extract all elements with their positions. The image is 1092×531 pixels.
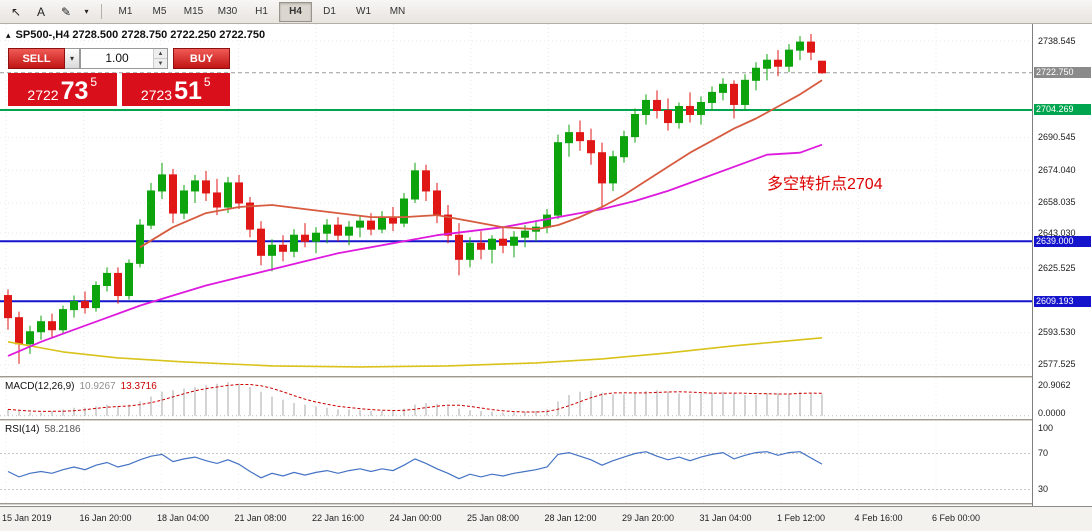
price-axis-label: 2658.035 [1038,197,1076,208]
rsi-label: RSI(14) 58.2186 [5,424,81,435]
current-price-label: 2722.750 [1034,67,1091,79]
time-axis-label: 1 Feb 12:00 [777,513,826,523]
buy-price-big: 2723 [140,87,173,103]
sell-price-big: 2722 [27,87,59,103]
symbol-ohlc-header: ▴ SP500-,H4 2728.500 2728.750 2722.250 2… [6,29,265,41]
timeframe-button-h1[interactable]: H1 [255,6,268,17]
price-axis[interactable]: 2738.545 2722.750 2704.269 2690.545 2674.040… [1032,24,1092,506]
buy-button[interactable]: BUY [173,48,230,69]
macd-signal-line [7,384,823,413]
panel-separator-rsi[interactable] [0,419,1092,422]
shapes-dropdown-icon[interactable]: ▾ [84,7,89,16]
rsi-name: RSI(14) [5,424,40,435]
time-axis-label: 21 Jan 08:00 [234,513,287,523]
toolbar-divider [101,4,102,19]
macd-histogram [7,382,823,416]
rsi-axis-label: 100 [1038,423,1054,433]
time-axis-label: 18 Jan 04:00 [157,513,210,523]
time-axis-label: 24 Jan 00:00 [389,513,442,523]
macd-main-value: 10.9267 [79,381,116,392]
buy-price-point: 5 [203,75,211,89]
price-axis-label: 2690.545 [1038,132,1076,143]
macd-signal-value: 13.3716 [120,381,157,392]
chart-region: 多空转折点2704 ▴ SP500-,H4 2728.500 2728.750 … [0,24,1092,531]
candlestick-series [4,34,826,364]
price-axis-label: 2643.030 [1038,227,1076,238]
rsi-grid [5,422,937,503]
macd-label: MACD(12,26,9) 10.9267 13.3716 [5,381,157,392]
price-axis-label: 2577.525 [1038,359,1076,370]
macd-axis-label: 0.0000 [1038,408,1066,418]
timeframe-button-m15[interactable]: M15 [183,6,204,17]
time-axis-label: 28 Jan 12:00 [544,513,597,523]
panel-separator-macd[interactable] [0,376,1092,379]
level-price-label: 2704.269 [1034,104,1091,116]
volume-stepper: ▲ ▼ [153,49,167,68]
volume-down-icon[interactable]: ▼ [154,59,167,68]
timeframe-button-h4-active[interactable]: H4 [279,1,312,22]
timeframe-button-m30[interactable]: M30 [217,6,238,17]
ohlc-text: SP500-,H4 2728.500 2728.750 2722.250 272… [15,29,266,41]
panel-separator-bottom[interactable] [0,503,1092,506]
sell-price-display[interactable]: 2722 73 5 [8,73,117,106]
chart-text-annotation: 多空转折点2704 [767,175,883,193]
text-tool-icon[interactable]: A [36,4,45,19]
buy-price-display[interactable]: 2723 51 5 [121,73,230,106]
time-axis-label: 4 Feb 16:00 [854,513,903,523]
timeframe-button-mn[interactable]: MN [389,6,406,17]
volume-box: 1.00 ▲ ▼ [80,48,168,69]
price-axis-label: 2593.530 [1038,327,1076,338]
rsi-level-lines [0,453,1032,490]
level-price-label: 2609.193 [1034,295,1091,307]
one-click-trading-panel: SELL ▾ 1.00 ▲ ▼ BUY 2722 73 5 2723 51 5 [8,48,230,106]
macd-name: MACD(12,26,9) [5,381,75,392]
cursor-tool-icon[interactable]: ↖ [10,4,22,19]
draw-tool-icon[interactable]: ✎ [60,4,72,19]
timeframe-button-d1[interactable]: D1 [323,6,336,17]
price-axis-label: 2674.040 [1038,165,1076,176]
volume-dropdown-icon[interactable]: ▾ [65,48,80,69]
time-axis-label: 22 Jan 16:00 [312,513,365,523]
rsi-axis-label: 30 [1038,484,1049,494]
buy-price-pips: 51 [174,77,202,105]
chart-grid [0,24,1032,376]
timeframe-button-m1[interactable]: M1 [118,6,133,17]
time-axis-label: 6 Feb 00:00 [932,513,981,523]
sell-button[interactable]: SELL [8,48,65,69]
time-axis-label: 29 Jan 20:00 [622,513,675,523]
sell-price-pips: 73 [60,77,89,105]
one-click-collapse-icon[interactable]: ▴ [6,29,11,40]
price-axis-label: 2625.525 [1038,262,1076,273]
rsi-line [7,451,823,480]
price-axis-label: 2738.545 [1038,35,1076,46]
macd-axis-label: 20.9062 [1038,380,1071,390]
timeframe-button-m5[interactable]: M5 [152,6,167,17]
macd-panel[interactable] [0,379,1032,419]
level-price-label: 2639.000 [1034,235,1091,247]
svg-text:多空转折点2704: 多空转折点2704 [767,175,883,193]
sell-price-point: 5 [90,75,98,89]
rsi-panel[interactable] [0,422,1032,503]
time-axis[interactable]: 15 Jan 2019 16 Jan 20:00 18 Jan 04:00 21 Ja… [0,506,1092,531]
volume-input[interactable]: 1.00 [105,51,129,65]
toolbar: ↖ A ✎ ▾ M1 M5 M15 M30 H1 H4 D1 W1 MN [0,0,1092,24]
timeframe-button-w1[interactable]: W1 [356,6,371,17]
moving-average-lines [7,79,823,368]
time-axis-label: 16 Jan 20:00 [79,513,132,523]
time-axis-label: 31 Jan 04:00 [699,513,752,523]
volume-up-icon[interactable]: ▲ [154,49,167,59]
time-axis-label: 25 Jan 08:00 [467,513,520,523]
rsi-value: 58.2186 [44,424,81,435]
rsi-axis-label: 70 [1038,448,1049,458]
time-axis-label: 15 Jan 2019 [2,513,52,523]
